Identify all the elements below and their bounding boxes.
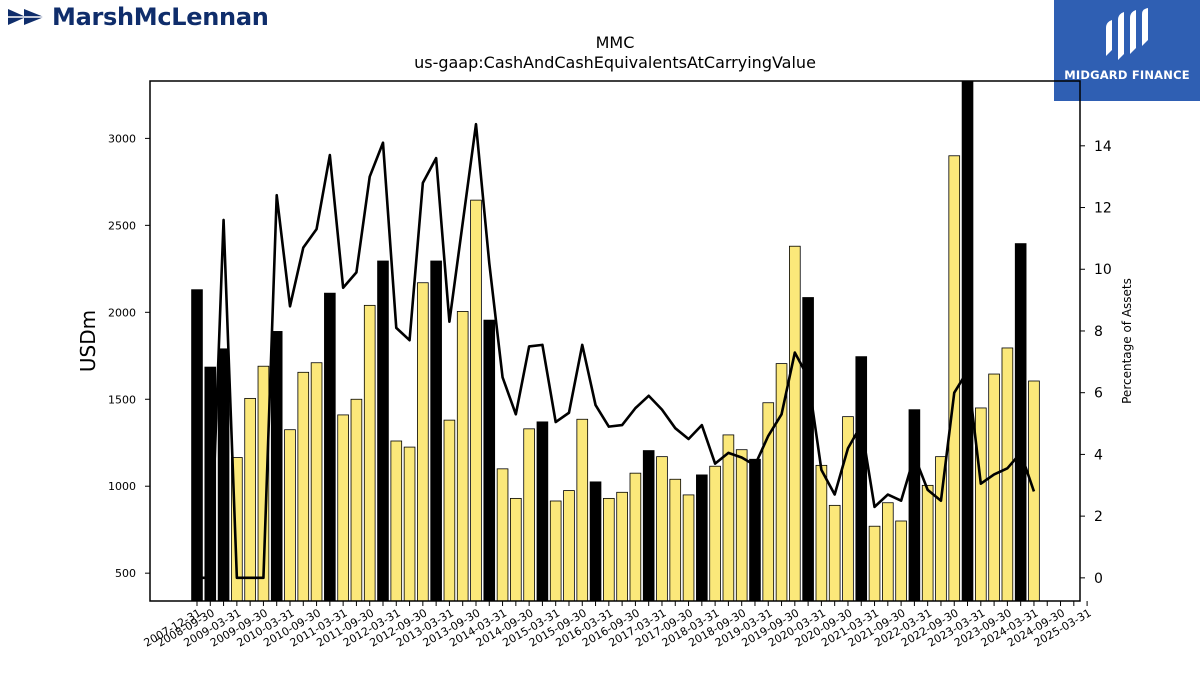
bar [802, 297, 814, 602]
bar [456, 311, 469, 602]
y-tick-label: 3000 [108, 132, 136, 145]
bar [908, 409, 921, 602]
bar [310, 362, 323, 602]
bar [722, 434, 735, 602]
y-tick-label: 1500 [108, 393, 136, 406]
bar [350, 398, 363, 602]
chart-subtitle: us-gaap:CashAndCashEquivalentsAtCarrying… [414, 53, 816, 72]
bar [523, 428, 535, 602]
midgard-finance-badge: MIDGARD FINANCE [1054, 0, 1200, 101]
y2-tick-label: 10 [1094, 262, 1112, 278]
bar [629, 472, 642, 602]
bar [895, 520, 907, 602]
bar [191, 289, 203, 602]
bar [337, 414, 349, 602]
marshmclennan-logo: MarshMcLennan [6, 2, 269, 32]
bar [244, 397, 256, 602]
bar [270, 331, 283, 602]
bar [948, 155, 961, 602]
bar [975, 407, 987, 602]
bar [762, 402, 775, 602]
y2-tick-label: 4 [1094, 447, 1103, 463]
bar [377, 260, 389, 602]
bar [749, 458, 761, 602]
bar [988, 373, 1000, 602]
bar [603, 497, 615, 602]
bar [961, 80, 974, 602]
y-tick-label: 1000 [108, 480, 136, 493]
y-axis-label: USDm [76, 310, 100, 372]
y2-tick-label: 8 [1094, 324, 1103, 340]
y2-tick-label: 0 [1094, 571, 1103, 587]
bar [1014, 243, 1027, 602]
bar [549, 500, 562, 602]
line-series [197, 122, 1036, 580]
percentage-line [197, 122, 1036, 580]
y2-tick-label: 6 [1094, 386, 1103, 402]
bar [789, 245, 801, 602]
bar [1001, 347, 1014, 602]
bar [510, 497, 522, 602]
bar [735, 449, 748, 602]
bar [616, 491, 628, 602]
bar [390, 440, 403, 602]
bar [403, 446, 416, 602]
midgard-logo-icon [1106, 8, 1148, 60]
company-logo-icon [8, 9, 44, 25]
bar [483, 319, 496, 602]
bar [589, 481, 602, 602]
bar [536, 421, 549, 602]
bar [682, 494, 695, 602]
bar [496, 468, 509, 602]
y2-tick-label: 12 [1094, 201, 1112, 217]
y2-axis-label: Percentage of Assets [1120, 278, 1134, 404]
bar [842, 416, 854, 602]
bar [828, 504, 841, 602]
bar [217, 348, 230, 602]
bar [563, 490, 575, 602]
bar [297, 371, 310, 602]
plot-frame [149, 80, 1081, 602]
bar [696, 474, 708, 602]
bar [868, 525, 881, 602]
y-tick-label: 2500 [108, 219, 136, 232]
bar [443, 419, 456, 602]
y-tick-label: 500 [115, 567, 136, 580]
bar [363, 304, 376, 602]
bar [882, 502, 894, 602]
bar [656, 456, 668, 602]
bar [284, 429, 296, 602]
bar [709, 465, 721, 602]
bar [470, 199, 482, 602]
x-axis: 2007-12-312008-09-302009-03-312009-09-30… [142, 601, 1094, 650]
midgard-logo-text: MIDGARD FINANCE [1064, 68, 1190, 82]
bar [430, 260, 442, 602]
y2-tick-label: 2 [1094, 509, 1103, 525]
bar [576, 418, 589, 602]
y-axis-right: 0 2 4 6 8 10 12 14 [1080, 139, 1112, 587]
bar [855, 356, 868, 602]
chart-title: MMC [596, 33, 635, 52]
company-logo-text: MarshMcLennan [52, 3, 269, 31]
bar [642, 450, 655, 602]
bar [815, 464, 828, 602]
y2-tick-label: 14 [1094, 139, 1112, 155]
bar [921, 484, 934, 602]
y-axis-left: 500 1000 1500 2000 2500 3000 [108, 132, 150, 580]
bar-series [191, 80, 1040, 602]
bar [417, 282, 429, 602]
bar [324, 292, 336, 602]
y-tick-label: 2000 [108, 306, 136, 319]
bar [669, 478, 682, 602]
